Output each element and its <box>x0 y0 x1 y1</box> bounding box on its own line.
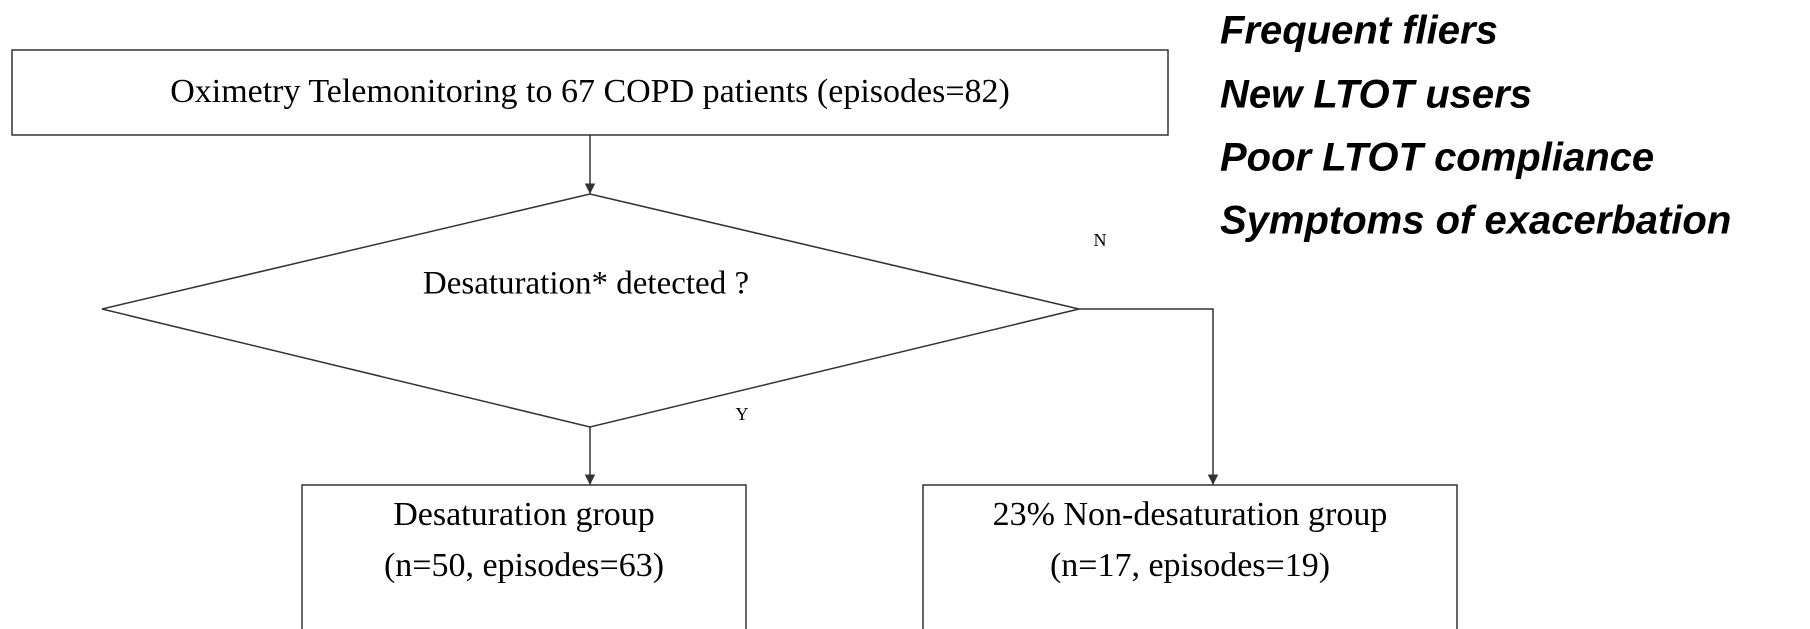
result-box <box>301 484 747 629</box>
edge-label: Y <box>736 404 749 424</box>
note: New LTOT users <box>1220 73 1532 117</box>
decision <box>101 193 1080 428</box>
start-label: Oximetry Telemonitoring to 67 COPD patie… <box>170 73 1010 110</box>
start-box <box>11 49 1169 136</box>
result-label: 23% Non-desaturation group <box>993 496 1388 533</box>
arrow-no <box>1079 308 1219 485</box>
result-box <box>922 484 1458 629</box>
edge-label: N <box>1094 230 1107 250</box>
note: Symptoms of exacerbation <box>1220 199 1731 243</box>
decision-label: Desaturation* detected ? <box>423 266 749 302</box>
result-label: (n=50, episodes=63) <box>384 547 664 584</box>
result-label: (n=17, episodes=19) <box>1050 547 1330 584</box>
result-label: Desaturation group <box>393 496 655 533</box>
note: Poor LTOT compliance <box>1220 136 1654 180</box>
note: Frequent fliers <box>1220 9 1498 53</box>
